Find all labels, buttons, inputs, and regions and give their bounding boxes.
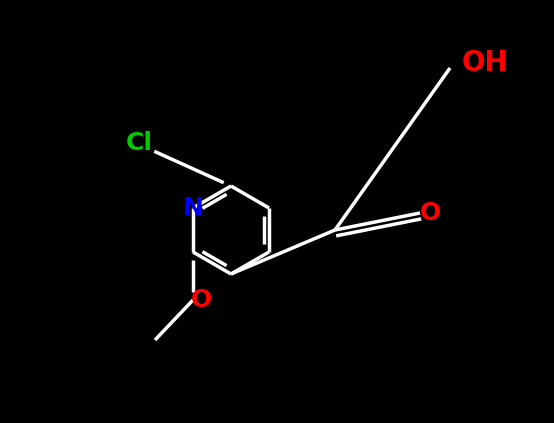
Text: OH: OH [462, 49, 509, 77]
Text: Cl: Cl [126, 131, 152, 155]
Text: O: O [191, 288, 212, 312]
Text: O: O [419, 201, 440, 225]
Text: N: N [183, 196, 203, 220]
